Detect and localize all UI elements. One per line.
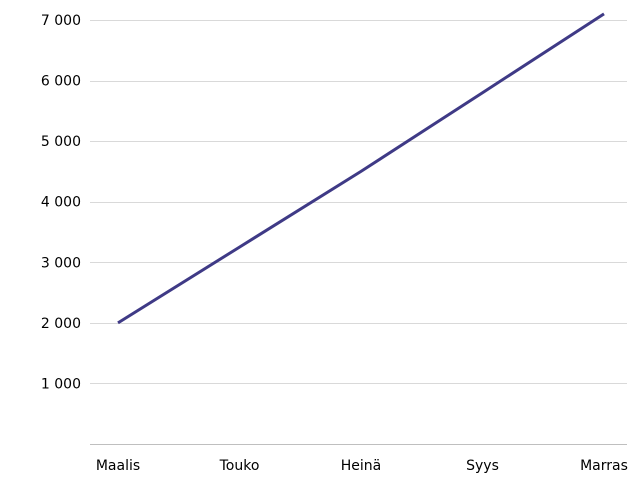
series-line-0 bbox=[117, 12, 605, 325]
y-tick-label: 3 000 bbox=[41, 255, 81, 271]
x-tick-label: Heinä bbox=[341, 458, 381, 474]
y-tick-label: 2 000 bbox=[41, 316, 81, 332]
y-tick-label: 1 000 bbox=[41, 376, 81, 392]
x-tick-label: Maalis bbox=[96, 458, 140, 474]
y-tick-label: 6 000 bbox=[41, 74, 81, 90]
x-tick-label: Touko bbox=[219, 458, 260, 474]
series-layer bbox=[117, 12, 605, 325]
y-tick-label: 7 000 bbox=[41, 13, 81, 29]
x-tick-labels: Maalis Touko Heinä Syys Marras bbox=[96, 458, 628, 474]
x-tick-label: Syys bbox=[466, 458, 499, 474]
y-tick-label: 4 000 bbox=[41, 195, 81, 211]
x-tick-label: Marras bbox=[580, 458, 628, 474]
y-tick-label: 5 000 bbox=[41, 134, 81, 150]
gridlines bbox=[90, 20, 627, 384]
y-tick-labels: 1 000 2 000 3 000 4 000 5 000 6 000 7 000 bbox=[41, 13, 81, 392]
